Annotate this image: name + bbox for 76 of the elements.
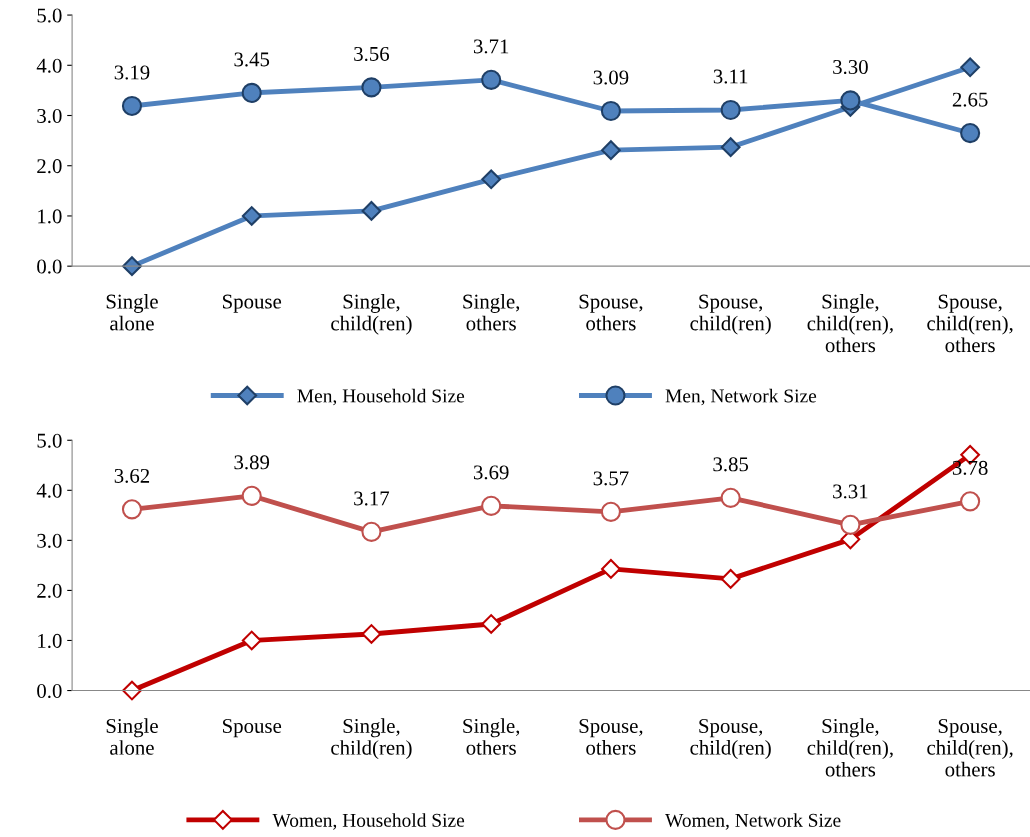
y-tick-label: 2.0 (37, 159, 62, 174)
point (241, 485, 262, 506)
data-label: 3.62 (114, 468, 150, 483)
x-tick-label: Single, child(ren) (331, 718, 412, 760)
point (720, 99, 741, 121)
y-tick-label: 1.0 (38, 209, 62, 224)
y-tick-label: 0.0 (37, 683, 62, 699)
x-tick-label: Single, child(ren), others (807, 718, 893, 777)
data-label: 3.57 (593, 471, 629, 486)
data-label: 3.11 (713, 69, 748, 84)
point (361, 77, 382, 98)
y-tick-label: 5.0 (37, 433, 62, 448)
data-label: 3.69 (473, 465, 509, 480)
legend-label: Men, Household Size (297, 388, 465, 406)
y-tick-label: 1.0 (38, 633, 62, 648)
x-tick-label: Spouse (223, 294, 282, 313)
point (241, 82, 262, 103)
x-tick-label: Spouse, child(ren), others (927, 294, 1013, 353)
x-tick-label: Spouse, child(ren) (690, 718, 771, 759)
point (481, 495, 502, 516)
point (481, 614, 502, 634)
x-tick-label: Spouse, child(ren) (690, 294, 771, 335)
point (601, 140, 621, 161)
point (361, 201, 382, 221)
point (121, 499, 143, 520)
data-label: 3.71 (473, 39, 509, 54)
y-tick-label: 3.0 (37, 108, 62, 124)
x-tick-label: Spouse, others (579, 718, 643, 755)
y-tick-label: 0.0 (37, 259, 62, 274)
y-tick-label: 4.0 (36, 58, 62, 73)
data-label: 2.65 (952, 92, 988, 107)
point (481, 169, 502, 190)
x-tick-label: Single, child(ren), others (807, 293, 893, 353)
y-tick-label: 3.0 (37, 533, 62, 548)
point (720, 487, 741, 508)
point (960, 123, 981, 144)
point (241, 206, 262, 226)
x-tick-label: Spouse, others (579, 294, 643, 331)
point (840, 514, 861, 535)
data-label: 3.45 (234, 52, 270, 67)
data-label: 3.17 (354, 491, 390, 506)
data-label: 3.30 (833, 59, 868, 75)
point (960, 491, 981, 512)
x-tick-label: Single, others (463, 293, 520, 331)
x-tick-label: Spouse, child(ren), others (927, 718, 1013, 777)
point (361, 624, 382, 644)
x-tick-label: Spouse (223, 718, 282, 738)
y-tick-label: 2.0 (37, 583, 62, 598)
legend-label: Women, Network Size (665, 813, 841, 830)
data-label: 3.89 (234, 455, 270, 470)
data-label: 3.85 (713, 457, 749, 472)
point (241, 630, 262, 651)
point (720, 569, 741, 589)
point (122, 256, 142, 277)
point (121, 95, 143, 117)
x-tick-label: Single alone (106, 718, 158, 755)
point (720, 137, 741, 158)
point (600, 100, 621, 122)
legend-label: Men, Network Size (665, 388, 817, 406)
data-label: 3.19 (114, 65, 150, 80)
legend-label: Women, Household Size (272, 813, 465, 830)
x-tick-label: Single alone (106, 293, 158, 331)
x-tick-label: Single, child(ren) (331, 293, 412, 335)
x-tick-label: Single, others (463, 718, 520, 755)
point (601, 559, 621, 579)
data-label: 3.31 (833, 484, 868, 499)
data-label: 3.09 (593, 70, 629, 85)
data-label: 3.56 (354, 46, 390, 62)
point (481, 69, 502, 90)
point (600, 501, 621, 522)
data-label: 3.78 (952, 460, 988, 475)
y-tick-label: 4.0 (36, 483, 62, 498)
point (840, 90, 861, 111)
y-tick-label: 5.0 (37, 8, 62, 23)
point (361, 521, 382, 542)
point (960, 57, 981, 78)
